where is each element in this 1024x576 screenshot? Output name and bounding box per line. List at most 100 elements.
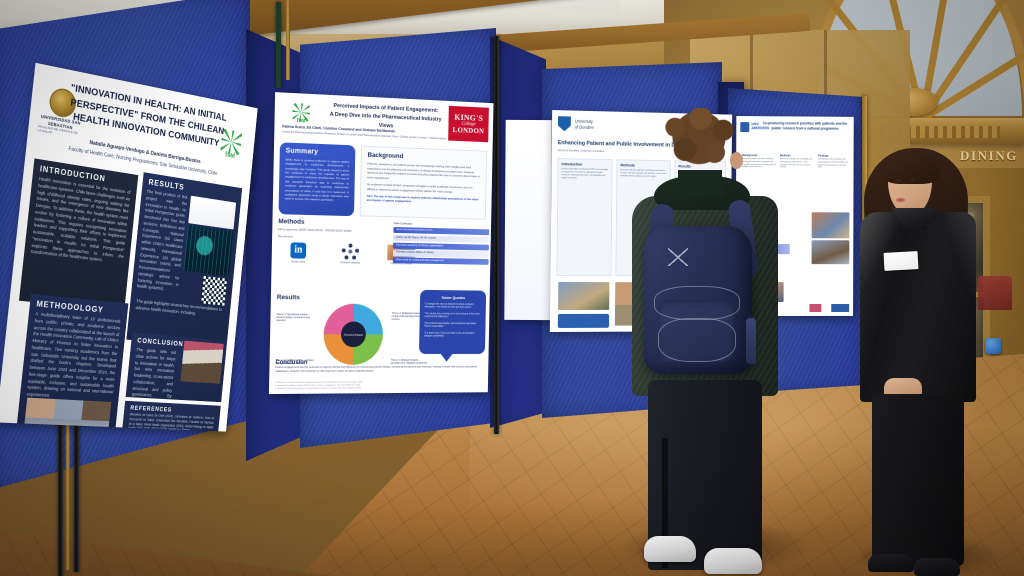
backpack [644,226,756,374]
name-badge-text [884,251,918,256]
quote-text: "It changed the way we framed the whole … [424,302,474,310]
background-aim: Aim: The aim of this study was to explor… [366,193,479,204]
backpack-bungee-cord [658,318,736,362]
man-shoe-left [644,536,696,562]
column-body: Patient and public involvement (PPI) is … [561,168,608,180]
poster-2-background-box: Background Patients, caregivers, and pat… [359,145,488,220]
dundee-shield-icon [558,116,571,131]
poster-4-column-2: Methods A series of co-production worksh… [780,154,814,169]
woman-eye-right [910,178,915,181]
poster-chilean-health-innovation[interactable]: UNIVERSIDAD SAN SEBASTIAN FACULTAD DE CI… [0,62,258,432]
man-shoe-right [704,548,762,574]
name-badge [883,251,919,271]
poster-1-section-references: REFERENCES Ministerio de Salud de Chile … [121,400,221,432]
workshop-photo-2 [811,240,850,265]
qr-code[interactable] [201,275,228,306]
poster-3-column-introduction: Introduction Patient and public involvem… [556,158,613,277]
poster-1-section-methodology: METHODOLOGY A multidisciplinary team of … [14,293,129,432]
dundee-logo: University of Dundee [558,116,594,132]
trouser-leg-gap [662,438,668,568]
poster-4-footer-logos [809,304,850,312]
dining-sign: DINING [960,148,1018,163]
summary-body: While there is growing evidence to suppo… [284,157,350,203]
poster-4-column-3: Findings Ten shared priorities emerged, … [818,154,850,169]
workshop-photo-1 [811,212,850,239]
column-heading: Introduction [561,162,583,167]
poster-1-section-conclusion: CONCLUSION The guide sets out clear acti… [125,332,228,403]
red-chair [978,276,1012,310]
conclusion-body: Patient engagement has the potential to … [275,365,478,374]
poster-partial-hidden[interactable] [504,119,552,321]
jacket-collar [892,208,938,230]
woman-eye-left [896,179,901,182]
poster-2-quote-bubble: Some Quotes "It changed the way we frame… [418,289,487,354]
linkedin-icon: in [290,242,307,259]
icon-caption: Snowball sampling [340,261,361,265]
woman-lips [896,198,905,202]
man-with-backpack [608,108,778,576]
poster-patient-engagement-kcl[interactable]: hwi KING'S College LONDON Perceived Impa… [268,92,494,395]
board-pole-left-2 [74,372,79,572]
woman-leather-jacket [860,212,976,402]
board-pole-center [494,36,499,434]
summary-heading: Summary [285,147,319,156]
poster-2-summary-box: Summary While there is growing evidence … [278,142,356,217]
quote-text: "You cannot put a number on it, but ever… [424,312,480,319]
table-row: Semi-structured interviews (n=17) [393,227,490,236]
background-paragraph-1: Patients, caregivers, and patient groups… [367,161,481,180]
woman-trousers [872,394,964,566]
poster-1-section-introduction: INTRODUCTION Health innovation is essent… [18,158,139,311]
section-body: The guide sets out clear actions for ste… [130,347,177,403]
blue-door-plaque [985,338,1001,354]
poster-2-references: 1. Deane K, et al. Value of patient enga… [275,381,477,391]
quote-box-heading: Some Quotes [441,294,466,301]
woman-shoe-left [868,554,914,572]
board-pole-gold-left [66,374,70,570]
man-hair [656,108,742,182]
results-heading: Results [276,294,300,302]
digital-health-graphic [183,224,234,277]
column-heading: Findings [817,154,829,158]
ceremony-group-photo [180,340,224,384]
donut-center-label: Perceived Impacts [344,333,363,337]
poster-2-results: Results Perceived Impacts Theme 1: Opera… [275,294,429,367]
woman-shoe-right [914,558,960,576]
poster-1-section-results: RESULTS The final product of this projec… [126,172,243,348]
table-row: NVivo used for coding and data managemen… [392,257,489,266]
section-body: Health innovation is essential for the e… [30,176,131,263]
icon-caption: Social media [291,260,306,264]
backpack-bungee-cord [654,286,740,320]
man-ear [730,152,743,169]
poster-3-photo-1 [558,282,610,310]
board-pole-left [58,378,63,576]
section-body: The final product of this project was th… [136,188,188,292]
section-body: A multidisciplinary team of 10 professio… [26,311,121,398]
table-row: Purposive sampling of industry stakehold… [393,242,489,251]
quote-text: "It is about trust. Once you have it, th… [423,331,475,338]
table-row: Online via MS Teams, 45–60 minutes [393,234,490,243]
table-row: Thematic analysis (Braun & Clarke) [392,249,489,258]
column-body: A series of co-production workshops was … [780,158,813,169]
poster-3-highlight-box [557,313,610,328]
reference-item: 3. Geissler J, et al. Improving patient … [274,387,362,391]
column-heading: Methods [780,154,791,158]
north-face-logo-icon [668,248,688,266]
jacket-sheen [860,212,976,402]
poster-2-conclusion: Conclusion Patient engagement has the po… [275,360,477,374]
dundee-wordmark: University of Dundee [574,118,594,130]
backpack-side-strap [746,318,756,364]
poster-2-data-collection-table: Data Collection Semi-structured intervie… [392,221,490,266]
woman-presenter [858,142,978,576]
network-icon [341,243,360,260]
board-pole-right-rear [276,2,281,88]
column-body: Ten shared priorities emerged, with stro… [817,158,848,169]
quote-text: "The protocol was simpler, and recruitme… [424,321,477,329]
method-icon-cell: Snowball sampling [330,243,371,265]
guide-cover-thumbnail [188,195,237,230]
highlight-text [561,317,606,320]
background-paragraph-2: As evidence remains limited, companies s… [366,182,473,194]
quadrant-label: Theme 1: Operational impacts – protocol … [276,313,310,323]
method-icon-cell: in Social media [277,242,318,264]
board-pole-gold-mid [286,0,290,80]
